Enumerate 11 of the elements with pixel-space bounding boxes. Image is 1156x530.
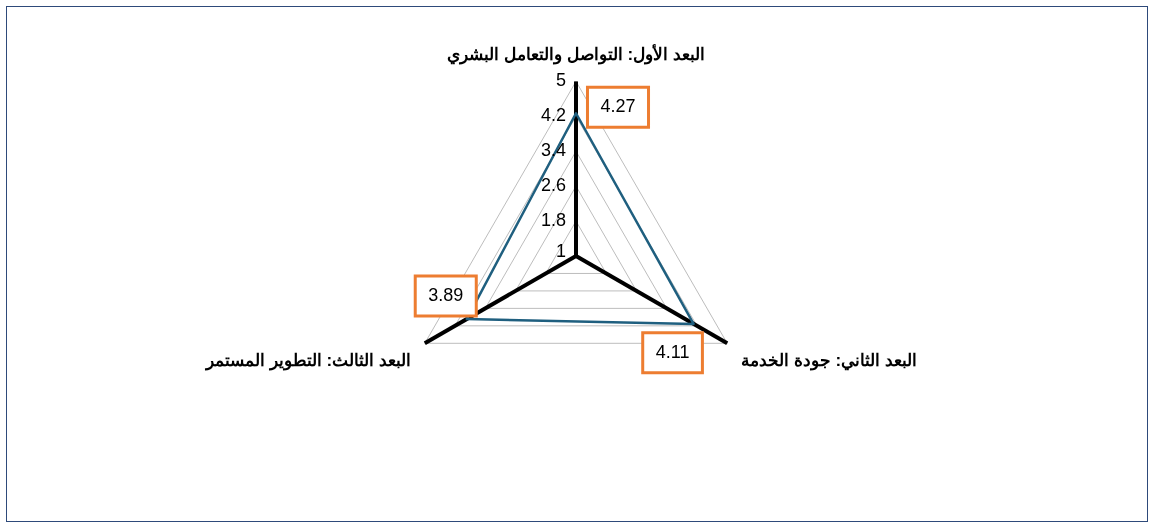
spoke-label: البعد الأول: التواصل والتعامل البشري — [447, 42, 705, 65]
data-label: 4.27 — [600, 96, 636, 117]
data-label: 3.89 — [428, 285, 464, 306]
spoke-label: البعد الثاني: جودة الخدمة — [741, 351, 917, 372]
y-tick-label: 1.8 — [540, 210, 566, 231]
y-tick-label: 1 — [555, 240, 566, 261]
data-label: 4.11 — [655, 341, 690, 362]
y-tick-label: 4.2 — [540, 105, 566, 126]
y-tick-label: 2.6 — [540, 175, 566, 196]
spoke-label: البعد الثالث: التطوير المستمر — [204, 351, 411, 372]
y-tick-label: 5 — [555, 70, 566, 91]
